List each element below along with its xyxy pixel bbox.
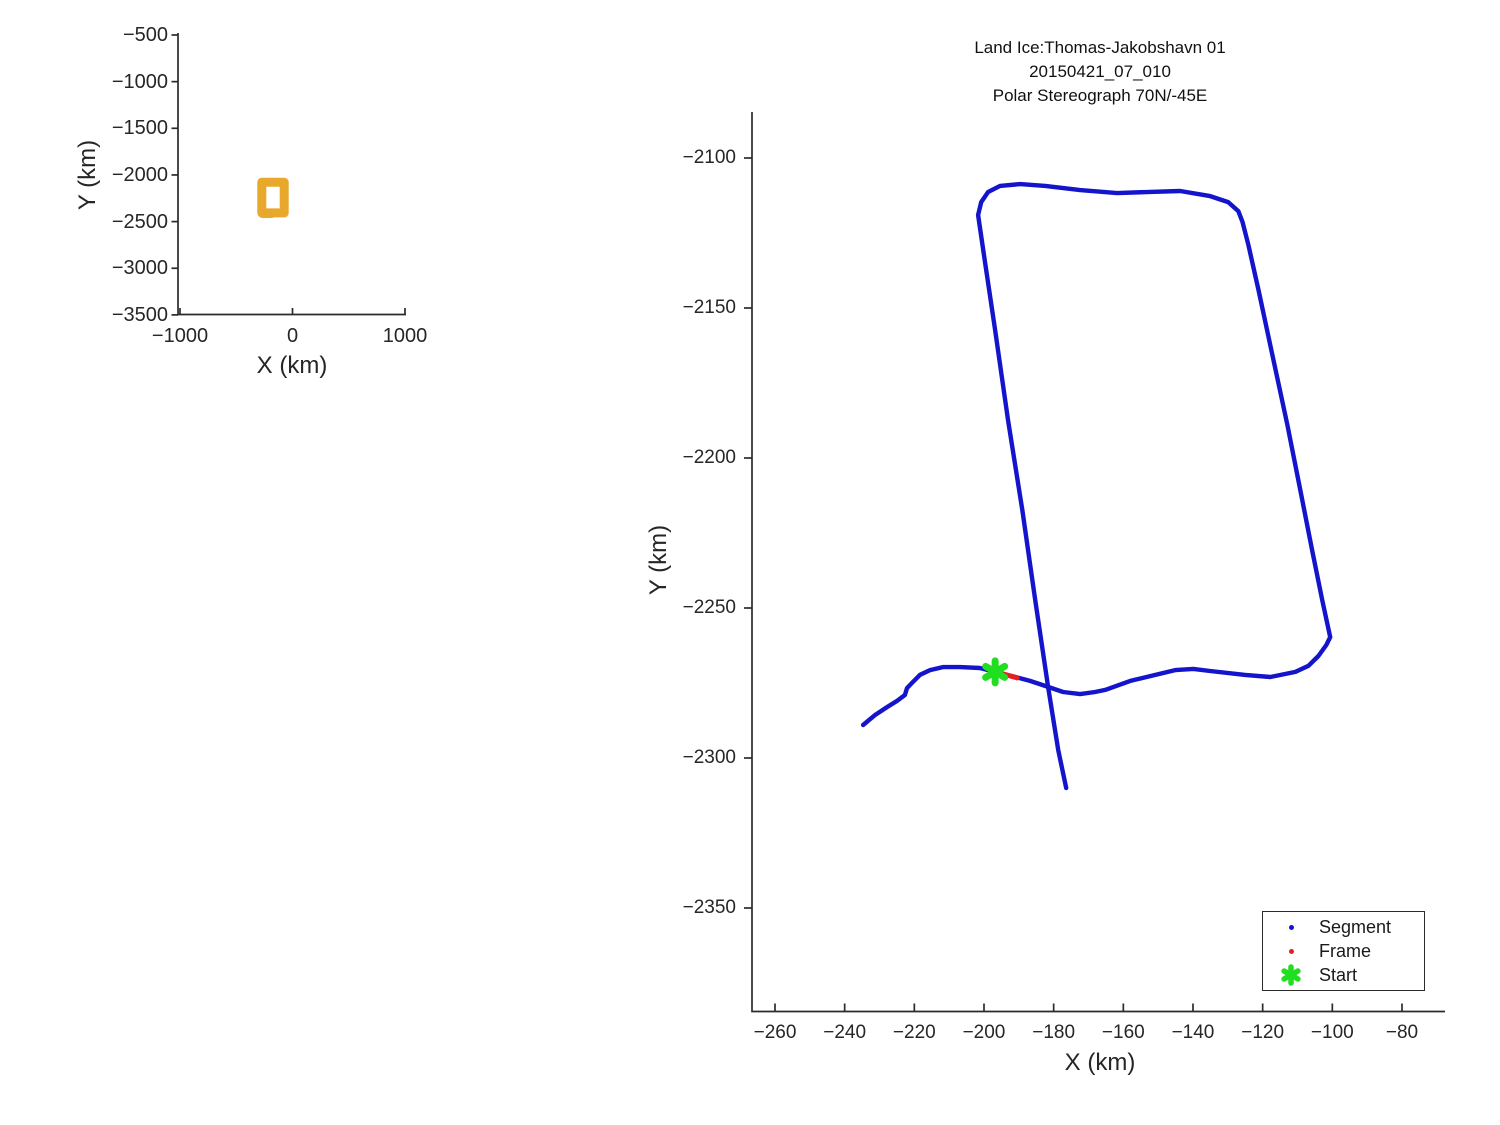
frame-dot-marker	[1263, 948, 1319, 954]
segment-dot-icon	[1288, 924, 1294, 930]
legend-item-start: Start	[1263, 963, 1424, 987]
legend-label-frame: Frame	[1319, 940, 1372, 961]
segment-dot-marker	[1263, 924, 1319, 930]
overview-y-tick-label: −500	[122, 24, 168, 46]
start-star-icon	[1281, 964, 1301, 986]
main-x-tick-label: −140	[1171, 1022, 1215, 1043]
overview-y-tick-label: −1500	[111, 117, 168, 140]
main-y-tick-label: −2300	[682, 747, 736, 768]
overview-x-tick-label: −1000	[151, 325, 209, 347]
plot-title-line-3: Polar Stereograph 70N/-45E	[992, 86, 1208, 105]
overview-coverage-box-path	[257, 177, 289, 218]
legend-item-frame: Frame	[1263, 939, 1424, 963]
overview-y-tick-label: −3000	[111, 257, 168, 280]
main-y-tick-label: −2150	[682, 297, 736, 318]
main-x-axis-label: X (km)	[1064, 1049, 1136, 1076]
frame-dot-icon	[1288, 948, 1294, 954]
overview-y-tick-label: −2000	[111, 163, 168, 186]
main-start-marker	[982, 662, 1009, 681]
plot-title-line-2: 20150421_07_010	[1029, 62, 1171, 81]
main-x-tick-label: −220	[892, 1022, 936, 1043]
main-x-tick-label: −160	[1101, 1022, 1145, 1043]
main-x-tick-label: −80	[1385, 1022, 1419, 1043]
main-x-tick-label: −260	[753, 1022, 797, 1043]
main-axis-lines	[751, 112, 1445, 1013]
main-segment-path	[860, 181, 1333, 791]
main-x-tick-label: −240	[823, 1022, 867, 1043]
overview-x-tick-label: 1000	[382, 325, 428, 347]
overview-y-tick-label: −2500	[111, 210, 168, 233]
overview-y-tick-label: −1000	[111, 70, 168, 93]
start-star-glyph	[1281, 968, 1301, 982]
legend-label-segment: Segment	[1319, 916, 1392, 937]
main-y-tick-label: −2100	[682, 147, 736, 168]
main-y-tick-label: −2350	[682, 897, 736, 918]
main-x-tick-label: −120	[1241, 1022, 1285, 1043]
main-y-tick-label: −2250	[682, 597, 736, 618]
main-x-tick-label: −200	[962, 1022, 1006, 1043]
start-star-marker	[1263, 963, 1319, 987]
overview-x-axis-label: X (km)	[256, 352, 328, 379]
main-y-tick-label: −2200	[682, 447, 736, 468]
overview-y-tick-label: −3500	[111, 303, 168, 326]
main-x-tick-label: −180	[1032, 1022, 1076, 1043]
overview-axis-lines	[177, 33, 406, 316]
legend-label-start: Start	[1319, 964, 1358, 985]
legend: Segment Frame Start	[1262, 911, 1425, 991]
overview-x-tick-label: 0	[286, 325, 299, 347]
legend-item-segment: Segment	[1263, 915, 1424, 939]
plot-title-line-1: Land Ice:Thomas-Jakobshavn 01	[974, 38, 1226, 57]
plot-title: Land Ice:Thomas-Jakobshavn 01 20150421_0…	[850, 36, 1350, 108]
main-x-tick-label: −100	[1310, 1022, 1354, 1043]
